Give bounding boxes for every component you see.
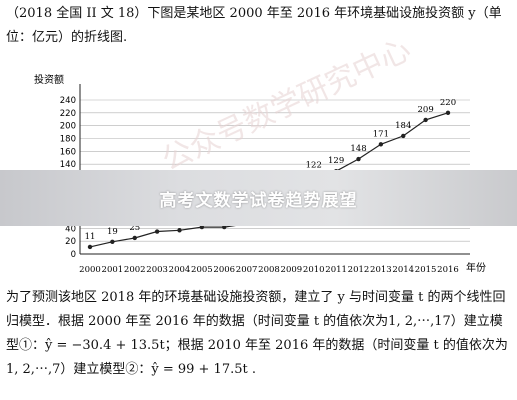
x-axis-label: 年份	[466, 261, 486, 274]
y-tick-label: 20	[65, 237, 76, 247]
y-tick-label: 40	[65, 224, 76, 234]
data-point	[356, 156, 361, 162]
y-tick-label: 0	[71, 250, 76, 260]
x-tick-label: 2006	[213, 265, 235, 275]
data-point	[401, 133, 406, 139]
data-label: 122	[306, 161, 322, 171]
x-tick-label: 2012	[348, 265, 370, 275]
data-point	[378, 142, 384, 147]
data-point	[132, 235, 137, 241]
x-tick-label: 2003	[146, 265, 168, 275]
x-tick-label: 2016	[437, 265, 459, 275]
x-tick-labels: 2000 2001 2002 2003 2004 2005 2006 2007 2008 2009…	[79, 265, 459, 275]
data-point	[110, 239, 115, 245]
y-tick-label: 180	[60, 135, 76, 145]
x-tick-label: 2000	[79, 265, 101, 275]
title-banner: 高考文数学试卷趋势展望	[0, 170, 517, 226]
data-point	[154, 229, 160, 234]
y-tick-label: 140	[60, 160, 76, 170]
data-label: 184	[395, 121, 411, 131]
data-label: 209	[418, 105, 434, 115]
question-intro: （2018 全国 II 文 18）下图是某地区 2000 年至 2016 年环境…	[6, 6, 502, 45]
x-tick-label: 2007	[236, 265, 258, 275]
data-label: 129	[328, 156, 344, 166]
x-tick-label: 2015	[415, 265, 437, 275]
y-tick-label: 240	[60, 96, 76, 106]
y-tick-label: 160	[60, 147, 76, 157]
x-tick-label: 2004	[169, 265, 191, 275]
data-label: 25	[129, 223, 140, 233]
x-tick-label: 2001	[102, 265, 124, 275]
x-tick-label: 2002	[124, 265, 146, 275]
x-tick-label: 2005	[191, 265, 213, 275]
question-model-text: 为了预测该地区 2018 年的环境基础设施投资额，建立了 y 与时间变量 t 的…	[6, 290, 508, 377]
data-point	[87, 244, 93, 250]
x-tick-label: 2010	[303, 265, 325, 275]
y-tick-label: 200	[60, 122, 76, 132]
x-tick-label: 2013	[370, 265, 392, 275]
x-tick-label: 2011	[325, 265, 347, 275]
data-label: 19	[107, 227, 118, 237]
y-tick-label: 220	[60, 109, 76, 119]
y-axis-label: 投资额	[34, 73, 64, 86]
data-label: 11	[85, 232, 96, 242]
x-tick-label: 2009	[281, 265, 303, 275]
data-label: 171	[373, 129, 389, 139]
x-tick-label: 2014	[392, 265, 414, 275]
data-label: 220	[440, 98, 456, 108]
data-point	[177, 228, 182, 233]
data-label: 148	[350, 144, 366, 154]
data-point	[423, 117, 428, 123]
banner-title: 高考文数学试卷趋势展望	[159, 190, 358, 211]
data-point	[445, 110, 451, 116]
x-tick-label: 2008	[258, 265, 280, 275]
